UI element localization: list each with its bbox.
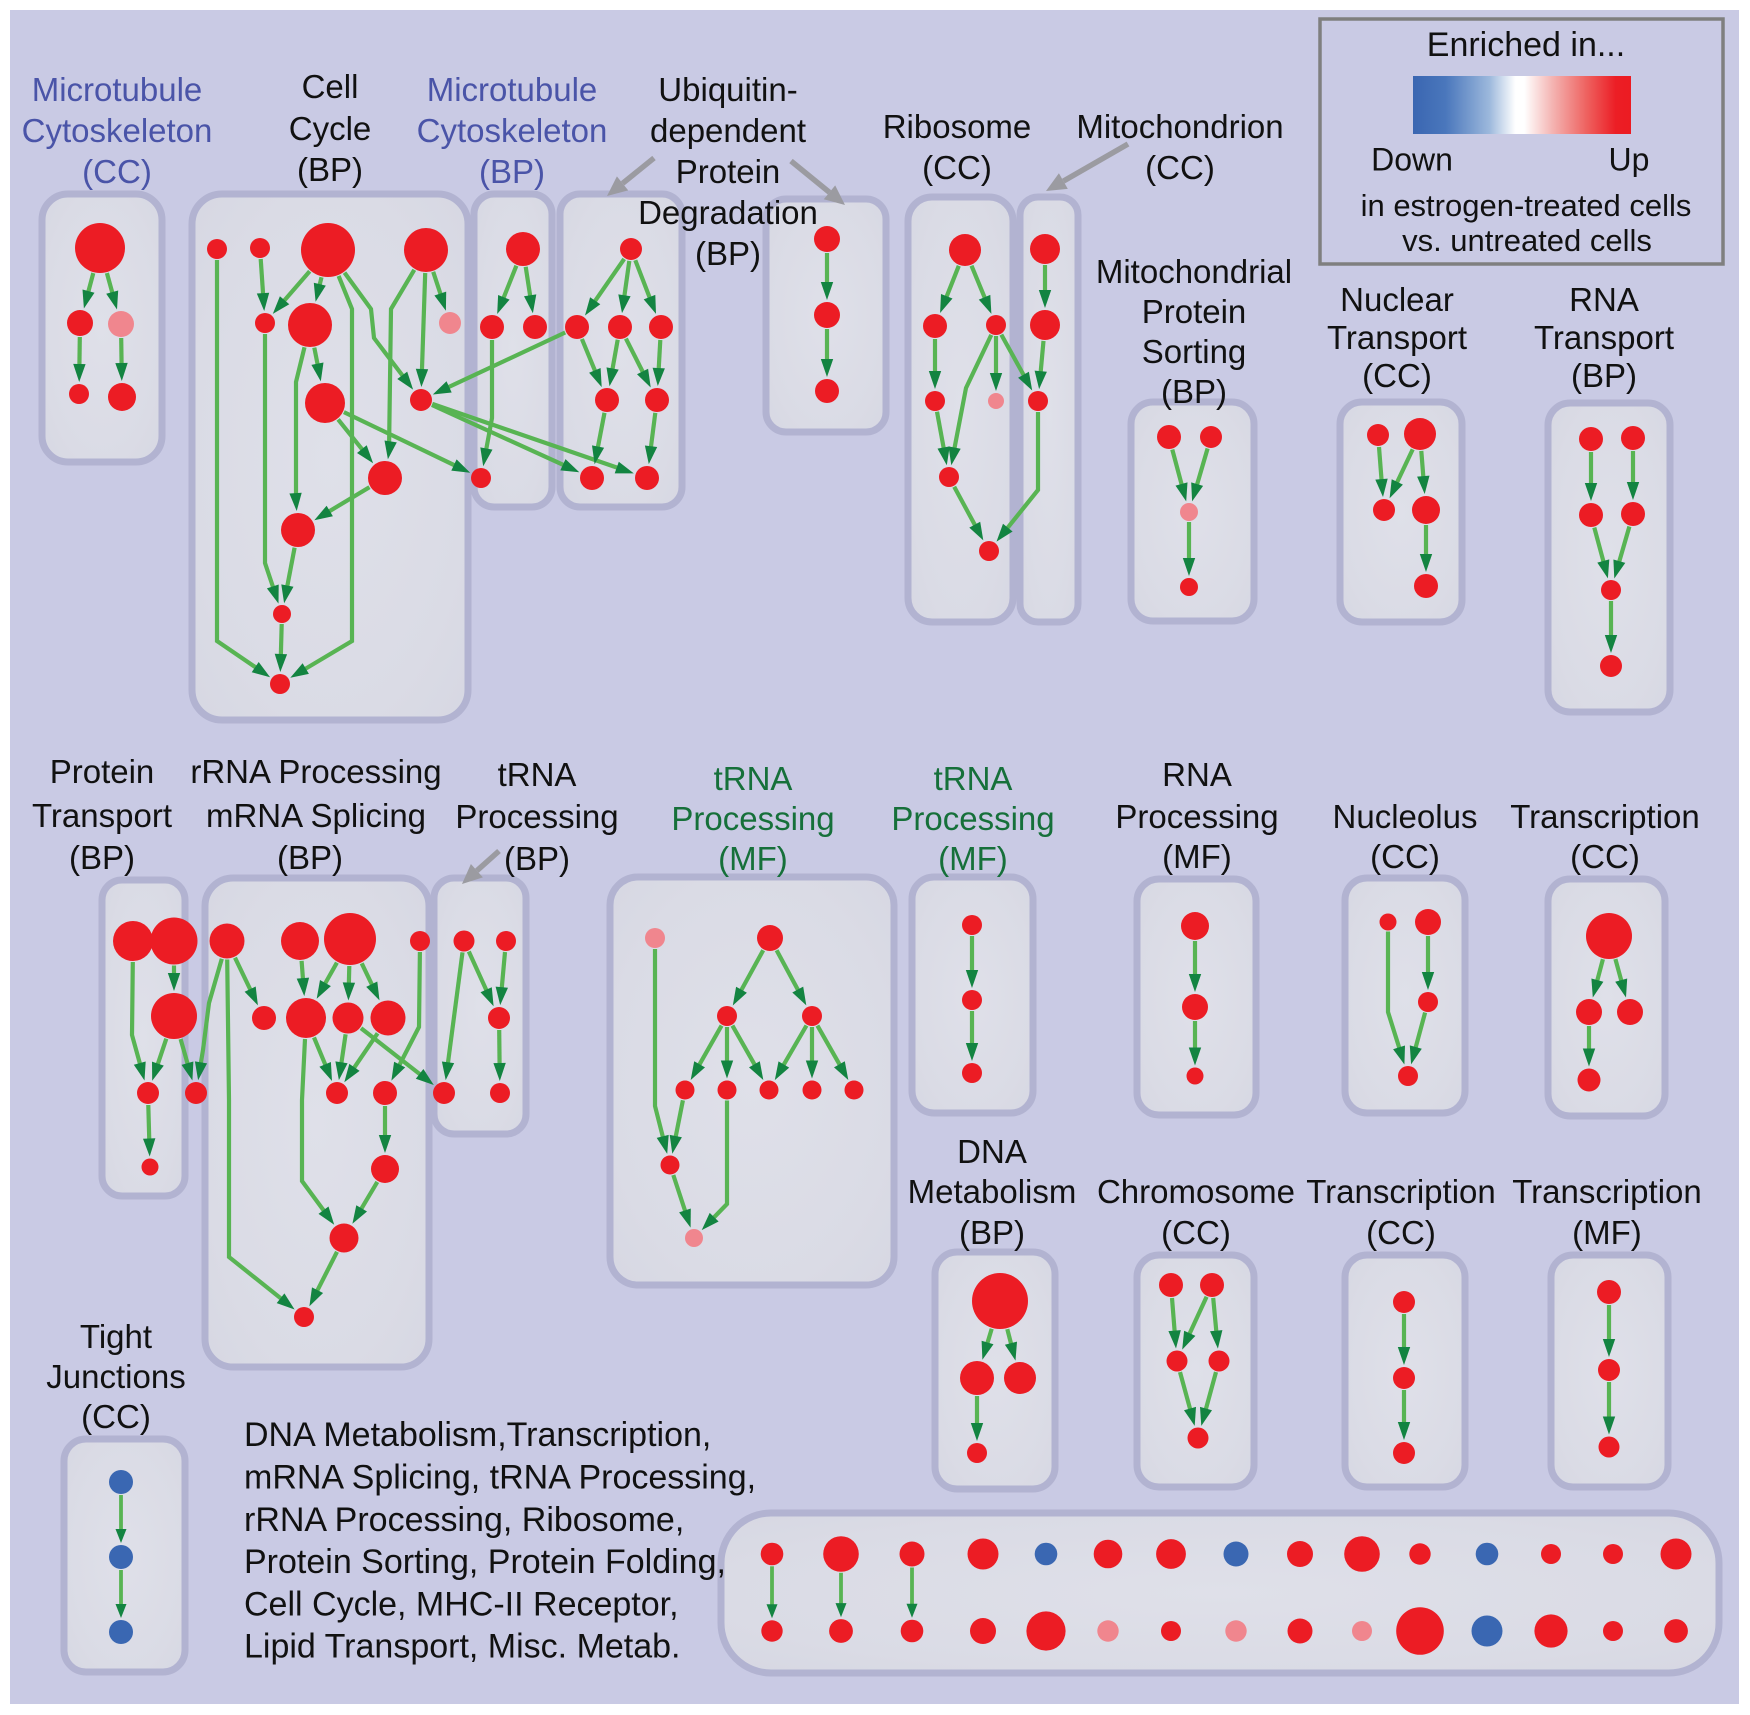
svg-text:(BP): (BP) (69, 839, 135, 876)
svg-text:(BP): (BP) (504, 840, 570, 877)
svg-text:(CC): (CC) (1145, 149, 1215, 186)
svg-text:(BP): (BP) (297, 151, 363, 188)
svg-text:mRNA Splicing: mRNA Splicing (206, 797, 426, 834)
svg-text:(CC): (CC) (1161, 1214, 1231, 1251)
svg-text:(BP): (BP) (479, 153, 545, 190)
svg-text:Tight: Tight (80, 1318, 152, 1355)
svg-text:RNA: RNA (1569, 281, 1639, 318)
svg-text:Transport: Transport (1327, 319, 1467, 356)
svg-text:Protein Sorting, Protein Foldi: Protein Sorting, Protein Folding, (244, 1543, 726, 1581)
svg-text:Processing: Processing (1115, 798, 1278, 835)
svg-text:(BP): (BP) (277, 839, 343, 876)
svg-text:in estrogen-treated cells: in estrogen-treated cells (1361, 188, 1692, 223)
svg-text:Nuclear: Nuclear (1340, 281, 1454, 318)
svg-text:(MF): (MF) (718, 840, 788, 877)
svg-text:rRNA Processing, Ribosome,: rRNA Processing, Ribosome, (244, 1501, 684, 1539)
svg-text:Enriched in...: Enriched in... (1427, 26, 1625, 64)
svg-text:Protein: Protein (676, 153, 781, 190)
svg-text:Transport: Transport (32, 797, 172, 834)
svg-text:Transport: Transport (1534, 319, 1674, 356)
svg-text:DNA Metabolism,Transcription,: DNA Metabolism,Transcription, (244, 1416, 711, 1454)
svg-text:(CC): (CC) (81, 1398, 151, 1435)
svg-text:tRNA: tRNA (934, 760, 1013, 797)
svg-text:Junctions: Junctions (46, 1358, 185, 1395)
svg-text:(CC): (CC) (1366, 1214, 1436, 1251)
svg-text:Chromosome: Chromosome (1097, 1173, 1295, 1210)
svg-text:Cytoskeleton: Cytoskeleton (417, 112, 608, 149)
svg-text:Processing: Processing (671, 800, 834, 837)
svg-text:Down: Down (1371, 142, 1453, 178)
svg-text:mRNA Splicing, tRNA Processing: mRNA Splicing, tRNA Processing, (244, 1459, 756, 1497)
svg-text:Cycle: Cycle (289, 110, 372, 147)
svg-text:Mitochondrion: Mitochondrion (1076, 108, 1283, 145)
svg-text:(CC): (CC) (1570, 838, 1640, 875)
svg-text:Degradation: Degradation (638, 194, 818, 231)
svg-text:RNA: RNA (1162, 756, 1232, 793)
svg-text:DNA: DNA (957, 1133, 1027, 1170)
svg-text:Cell: Cell (302, 68, 359, 105)
svg-text:(BP): (BP) (959, 1214, 1025, 1251)
svg-text:Processing: Processing (891, 800, 1054, 837)
svg-text:Lipid Transport, Misc. Metab.: Lipid Transport, Misc. Metab. (244, 1628, 681, 1666)
svg-text:Sorting: Sorting (1142, 333, 1247, 370)
svg-text:Nucleolus: Nucleolus (1333, 798, 1478, 835)
svg-text:(CC): (CC) (922, 149, 992, 186)
svg-text:tRNA: tRNA (714, 760, 793, 797)
svg-text:Transcription: Transcription (1510, 798, 1700, 835)
svg-text:tRNA: tRNA (498, 756, 577, 793)
svg-text:Transcription: Transcription (1512, 1173, 1702, 1210)
svg-text:Cytoskeleton: Cytoskeleton (22, 112, 213, 149)
svg-text:(BP): (BP) (695, 235, 761, 272)
svg-text:(CC): (CC) (1362, 357, 1432, 394)
svg-text:Mitochondrial: Mitochondrial (1096, 253, 1292, 290)
svg-text:Up: Up (1609, 142, 1650, 178)
svg-text:dependent: dependent (650, 112, 806, 149)
svg-text:(BP): (BP) (1161, 373, 1227, 410)
svg-text:Cell Cycle, MHC-II Receptor,: Cell Cycle, MHC-II Receptor, (244, 1585, 679, 1623)
svg-text:Protein: Protein (1142, 293, 1247, 330)
svg-text:rRNA Processing: rRNA Processing (190, 753, 441, 790)
svg-text:Transcription: Transcription (1306, 1173, 1496, 1210)
svg-text:(CC): (CC) (82, 153, 152, 190)
svg-text:(MF): (MF) (1572, 1214, 1642, 1251)
svg-text:Metabolism: Metabolism (908, 1173, 1077, 1210)
svg-text:(MF): (MF) (1162, 838, 1232, 875)
svg-text:(BP): (BP) (1571, 357, 1637, 394)
svg-text:vs. untreated cells: vs. untreated cells (1402, 223, 1652, 258)
svg-text:Microtubule: Microtubule (427, 71, 598, 108)
svg-text:Processing: Processing (455, 798, 618, 835)
svg-text:(MF): (MF) (938, 840, 1008, 877)
svg-text:Microtubule: Microtubule (32, 71, 203, 108)
svg-text:Ubiquitin-: Ubiquitin- (658, 71, 797, 108)
svg-text:Protein: Protein (50, 753, 155, 790)
svg-text:Ribosome: Ribosome (883, 108, 1032, 145)
svg-text:(CC): (CC) (1370, 838, 1440, 875)
